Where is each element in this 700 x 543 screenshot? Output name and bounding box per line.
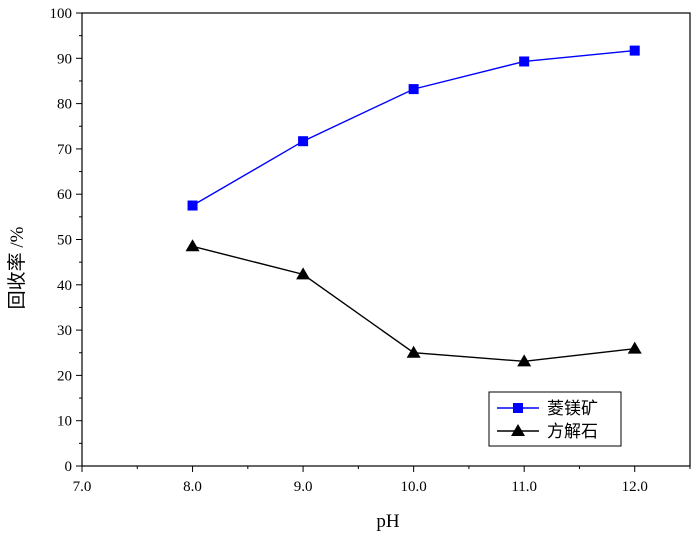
data-point — [185, 239, 200, 252]
data-point — [298, 136, 309, 147]
y-tick-label: 10 — [57, 414, 72, 430]
y-tick-label: 20 — [57, 368, 72, 384]
data-point — [408, 84, 419, 95]
legend-label: 方解石 — [547, 422, 598, 441]
legend-label: 菱镁矿 — [547, 399, 598, 418]
x-tick-label: 11.0 — [511, 479, 537, 495]
data-point — [406, 345, 421, 358]
x-tick-label: 12.0 — [622, 479, 648, 495]
y-tick-label: 0 — [65, 459, 73, 475]
x-tick-label: 7.0 — [73, 479, 92, 495]
series-line-2 — [192, 245, 635, 363]
x-tick-label: 10.0 — [401, 479, 427, 495]
data-point — [187, 200, 198, 211]
data-point — [627, 341, 642, 354]
legend-marker — [511, 424, 525, 436]
y-tick-label: 70 — [57, 142, 72, 158]
data-point — [629, 45, 640, 56]
x-tick-label: 9.0 — [294, 479, 313, 495]
axes: 0 10 20 30 40 50 60 70 80 90 100 7.0 8.0 9.0 10.0 11.0 1… — [50, 6, 691, 495]
y-tick-label: 40 — [57, 278, 72, 294]
legend-marker — [513, 403, 523, 413]
y-tick-label: 90 — [57, 51, 72, 67]
series-layer — [185, 45, 642, 367]
y-tick-label: 30 — [57, 323, 72, 339]
data-point — [519, 56, 530, 67]
y-axis-label: 回收率 /% — [6, 226, 28, 309]
y-tick-label: 60 — [57, 187, 72, 203]
y-tick-label: 50 — [57, 233, 72, 249]
y-tick-label: 100 — [50, 6, 73, 22]
legend-box — [488, 391, 622, 447]
x-axis-label: pH — [376, 511, 400, 532]
y-tick-label: 80 — [57, 97, 72, 113]
series-line-1 — [192, 49, 635, 207]
x-tick-label: 8.0 — [183, 479, 202, 495]
data-point — [517, 354, 532, 367]
data-point — [296, 267, 311, 280]
